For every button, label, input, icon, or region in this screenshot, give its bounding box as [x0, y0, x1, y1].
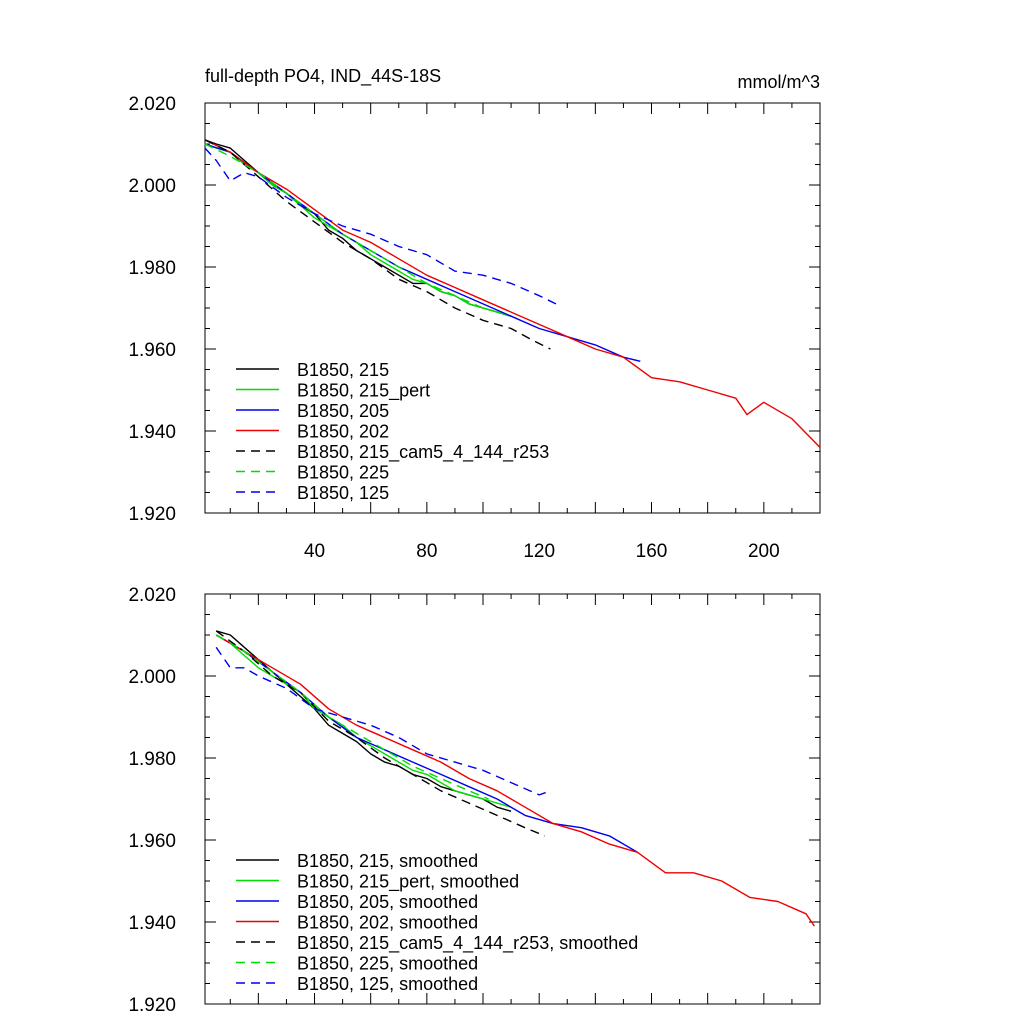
series-line	[215, 630, 546, 837]
y-tick-label: 1.940	[128, 422, 176, 443]
y-tick-label: 1.960	[128, 340, 176, 361]
legend-label: B1850, 205, smoothed	[297, 892, 478, 912]
x-tick-label: 120	[523, 541, 555, 562]
legend-label: B1850, 215_pert	[297, 381, 430, 402]
y-tick-label: 1.940	[128, 913, 176, 934]
legend-label: B1850, 215	[297, 360, 389, 380]
legend-label: B1850, 202, smoothed	[297, 913, 478, 933]
legend-label: B1850, 225, smoothed	[297, 954, 478, 974]
top-panel: full-depth PO4, IND_44S-18S mmol/m^3 1.9…	[128, 66, 821, 562]
series-line	[216, 630, 512, 812]
series-line	[215, 634, 512, 808]
y-tick-label: 2.000	[128, 667, 176, 688]
legend-label: B1850, 125	[297, 483, 389, 503]
series-lines	[215, 630, 815, 927]
y-tick-label: 1.960	[128, 831, 176, 852]
series-line	[215, 634, 638, 853]
y-tick-label: 2.020	[128, 94, 176, 115]
y-tick-label: 1.920	[128, 504, 176, 525]
series-line	[204, 143, 498, 313]
legend-label: B1850, 215_pert, smoothed	[297, 872, 519, 893]
y-tick-label: 2.020	[128, 585, 176, 606]
series-line	[215, 646, 551, 796]
y-tick-label: 1.920	[128, 995, 176, 1016]
series-line	[204, 139, 512, 317]
chart-title: full-depth PO4, IND_44S-18S	[205, 66, 441, 87]
y-tick-label: 1.980	[128, 749, 176, 770]
y-tick-label: 1.980	[128, 258, 176, 279]
y-tick-label: 2.000	[128, 176, 176, 197]
legend-label: B1850, 205	[297, 401, 389, 421]
legend-label: B1850, 215_cam5_4_144_r253	[297, 442, 549, 463]
x-tick-label: 40	[304, 541, 325, 562]
axes: 1.920 1.940 1.960 1.980 2.000 2.020 40 80 120 160…	[128, 94, 821, 562]
series-line	[204, 143, 641, 362]
series-line	[204, 147, 557, 305]
axes: 1.920 1.940 1.960 1.980 2.000 2.020	[128, 585, 821, 1016]
legend-label: B1850, 215, smoothed	[297, 851, 478, 871]
bottom-panel: 1.920 1.940 1.960 1.980 2.000 2.020 B1850, 21…	[128, 585, 821, 1016]
x-tick-label: 160	[636, 541, 668, 562]
series-line	[204, 139, 821, 448]
x-tick-label: 80	[416, 541, 437, 562]
legend-label: B1850, 215_cam5_4_144_r253, smoothed	[297, 933, 638, 954]
series-line	[215, 634, 489, 800]
legend-label: B1850, 125, smoothed	[297, 974, 478, 994]
series-lines	[204, 139, 821, 448]
legend-label: B1850, 225	[297, 463, 389, 483]
chart-units: mmol/m^3	[738, 72, 820, 92]
legend-label: B1850, 202	[297, 422, 389, 442]
x-tick-label: 200	[748, 541, 780, 562]
series-line	[215, 634, 815, 927]
